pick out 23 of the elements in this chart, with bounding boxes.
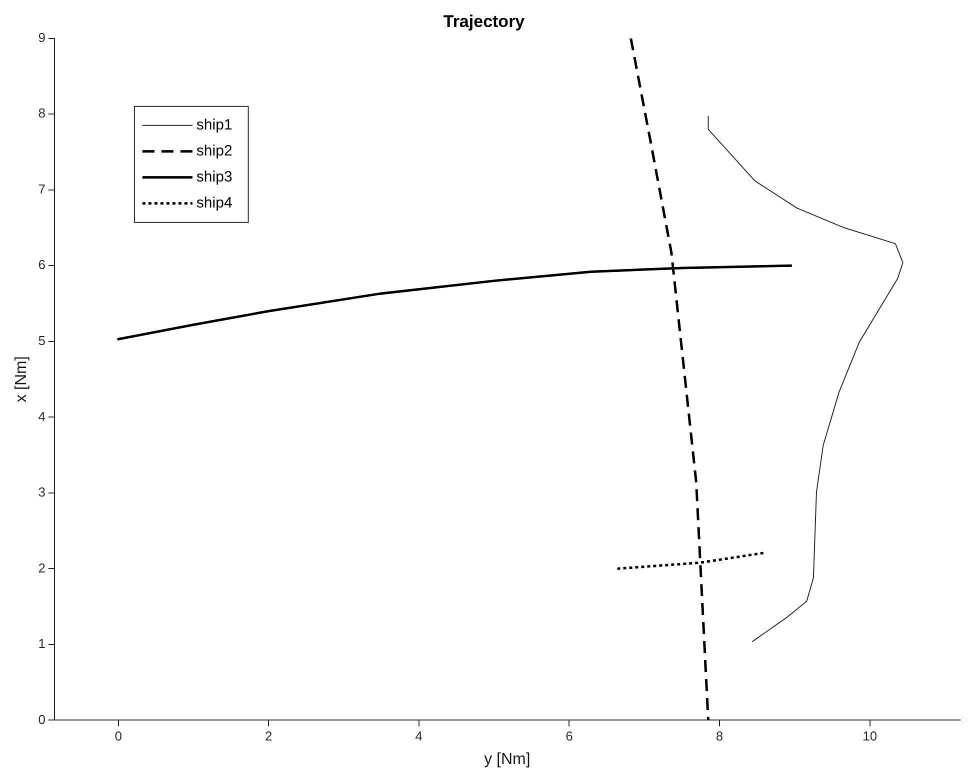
x-axis-title: y [Nm]	[484, 750, 530, 768]
x-tick-label: 6	[566, 728, 573, 744]
legend-label: ship1	[196, 116, 232, 134]
y-tick-label: 9	[38, 30, 46, 45]
y-tick-label: 0	[38, 712, 46, 727]
y-tick-label: 8	[38, 106, 46, 121]
legend-label: ship4	[196, 194, 232, 212]
x-tick-label: 10	[862, 728, 878, 744]
y-tick-label: 3	[38, 484, 46, 500]
y-tick-label: 6	[38, 257, 46, 272]
y-axis-title: x [Nm]	[13, 356, 30, 402]
legend-label: ship2	[196, 142, 232, 160]
x-tick-label: 0	[114, 728, 122, 744]
x-tick-label: 8	[716, 728, 724, 744]
y-tick-label: 5	[38, 333, 46, 348]
y-tick-label: 7	[38, 181, 46, 196]
y-tick-label: 2	[38, 560, 46, 576]
x-tick-label: 2	[264, 728, 272, 744]
legend-label: ship3	[196, 168, 232, 186]
x-tick-label: 4	[415, 728, 423, 744]
chart-title: Trajectory	[443, 12, 526, 31]
y-tick-label: 4	[38, 408, 46, 424]
y-tick-label: 1	[38, 636, 46, 652]
